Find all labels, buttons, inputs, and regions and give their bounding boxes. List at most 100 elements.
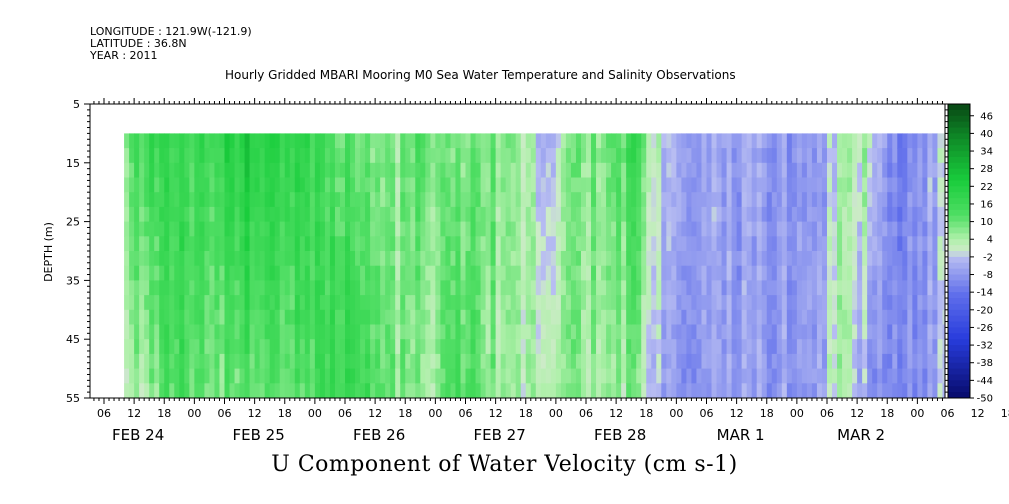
heat-cell [922, 177, 929, 193]
heat-cell [425, 192, 431, 208]
heat-cell [811, 162, 818, 179]
heat-cell [601, 162, 607, 179]
heat-cell [661, 192, 667, 208]
heat-cell [445, 192, 452, 208]
heat-cell [515, 383, 522, 398]
heat-cell [435, 383, 441, 398]
heat-cell [485, 133, 492, 149]
heat-cell [395, 148, 401, 164]
heat-cell [726, 192, 733, 208]
heat-cell [560, 265, 567, 281]
heat-cell [832, 251, 838, 267]
heat-cell [806, 383, 813, 398]
heat-cell [199, 295, 206, 311]
heat-cell [144, 353, 150, 370]
heat-cell [360, 339, 366, 355]
heat-cell [530, 295, 537, 311]
heat-cell [676, 133, 682, 149]
heat-cell [927, 353, 934, 370]
heat-cell [309, 177, 316, 193]
heat-cell [319, 133, 326, 149]
heat-cell [937, 162, 944, 179]
heat-cell [867, 368, 873, 384]
heat-cell [867, 280, 873, 296]
heat-cell [304, 368, 311, 384]
heat-cell [706, 353, 713, 370]
heat-cell [666, 295, 672, 311]
heat-cell [636, 221, 642, 237]
heat-cell [796, 162, 803, 179]
heat-cell [701, 309, 708, 326]
heat-cell [631, 324, 637, 340]
heat-cell [355, 309, 361, 326]
heat-cell [565, 383, 572, 398]
heat-cell [721, 206, 728, 223]
heat-cell [319, 265, 326, 281]
heat-cell [746, 353, 753, 370]
heat-cell [284, 339, 291, 355]
heat-cell [545, 162, 552, 179]
heat-cell [520, 177, 527, 193]
heat-cell [791, 280, 798, 296]
heat-cell [847, 192, 853, 208]
heat-cell [319, 148, 326, 164]
heat-cell [324, 309, 331, 326]
heat-cell [500, 221, 507, 237]
heat-cell [465, 309, 472, 326]
heat-cell [786, 339, 793, 355]
heat-cell [932, 339, 939, 355]
heat-cell [194, 309, 200, 326]
chart-title: Hourly Gridded MBARI Mooring M0 Sea Wate… [225, 68, 736, 82]
heat-cell [661, 236, 667, 252]
heat-cell [545, 280, 552, 296]
heat-cell [580, 148, 587, 164]
heat-cell [580, 309, 587, 326]
heat-cell [973, 178, 979, 193]
heat-cell [334, 309, 341, 326]
heat-cell [877, 383, 883, 398]
heat-cell [495, 324, 502, 340]
x-day-label: FEB 27 [473, 426, 525, 444]
heat-cell [475, 339, 482, 355]
heat-cell [420, 324, 426, 340]
heat-cell [872, 133, 878, 149]
heat-cell [229, 280, 236, 296]
heat-cell [224, 206, 231, 223]
heat-cell [254, 339, 261, 355]
heat-cell [897, 353, 903, 370]
heat-cell [395, 383, 401, 398]
heat-cell [1003, 207, 1009, 222]
heat-cell [927, 339, 934, 355]
heat-cell [505, 324, 512, 340]
heat-cell [626, 280, 632, 296]
heat-cell [716, 383, 723, 398]
heat-cell [490, 324, 497, 340]
heat-cell [204, 192, 211, 208]
heat-cell [842, 221, 848, 237]
colorbar-band [948, 115, 970, 123]
heat-cell [706, 383, 713, 398]
heat-cell [937, 133, 944, 149]
heat-cell [560, 383, 567, 398]
heat-cell [596, 280, 602, 296]
heat-cell [415, 177, 421, 193]
heat-cell [229, 221, 236, 237]
heat-cell [706, 148, 713, 164]
heat-cell [761, 251, 768, 267]
heat-cell [324, 133, 331, 149]
heat-cell [410, 236, 416, 252]
heat-cell [796, 353, 803, 370]
heat-cell [766, 177, 773, 193]
heat-cell [847, 236, 853, 252]
heat-cell [179, 206, 185, 223]
y-tick-label: 5 [73, 98, 80, 111]
heat-cell [882, 383, 888, 398]
heat-cell [360, 309, 366, 326]
heat-cell [430, 265, 436, 281]
heat-cell [505, 295, 512, 311]
heat-cell [149, 221, 155, 237]
heat-cell [636, 383, 642, 398]
heat-cell [375, 339, 381, 355]
heat-cell [586, 383, 592, 398]
heat-cell [591, 324, 597, 340]
